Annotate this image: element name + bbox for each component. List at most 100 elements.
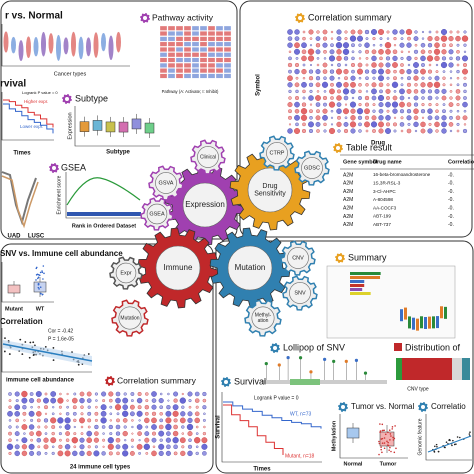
dot xyxy=(144,417,150,424)
heat-cell xyxy=(183,73,192,79)
dot xyxy=(371,115,377,121)
dot xyxy=(108,398,113,403)
axes xyxy=(1,262,54,303)
dot xyxy=(287,36,293,41)
dot xyxy=(58,405,62,409)
jitter xyxy=(386,440,388,443)
dot xyxy=(122,397,129,404)
dot xyxy=(428,49,432,54)
violin xyxy=(33,37,39,57)
jitter xyxy=(390,435,392,437)
dot xyxy=(420,82,426,88)
dot xyxy=(302,122,306,127)
dot xyxy=(194,391,200,397)
violin xyxy=(71,31,76,57)
scatter-point xyxy=(24,341,27,343)
heat-cell xyxy=(183,41,192,47)
dot xyxy=(358,43,362,47)
dot xyxy=(364,49,370,54)
dot xyxy=(159,405,164,410)
dot xyxy=(441,56,447,61)
dot xyxy=(365,76,369,81)
violin xyxy=(86,37,91,57)
dot xyxy=(294,36,300,41)
axes xyxy=(1,328,92,373)
dot xyxy=(151,391,157,397)
heat-cell xyxy=(175,41,184,47)
heat-cell xyxy=(223,25,232,31)
dot xyxy=(172,410,179,417)
dot xyxy=(344,103,348,106)
gear-label: GSVA xyxy=(159,180,174,186)
dot xyxy=(51,451,55,455)
gear-label: GSEA xyxy=(149,211,165,217)
dot xyxy=(386,96,390,100)
dot xyxy=(294,101,300,108)
dot xyxy=(413,75,419,81)
group-label: Normal xyxy=(344,461,363,467)
dot xyxy=(107,443,114,450)
scatter-point xyxy=(444,446,446,449)
dot xyxy=(413,108,419,114)
jitter xyxy=(383,442,386,444)
heat-cell xyxy=(159,47,168,52)
dot xyxy=(144,437,150,443)
dot xyxy=(79,397,85,404)
dot xyxy=(400,63,404,67)
dot xyxy=(137,405,142,410)
dot xyxy=(151,411,157,416)
icon-hole xyxy=(224,380,228,384)
dot xyxy=(379,43,383,47)
dot xyxy=(195,451,199,456)
axis-label: 24 immune cell types xyxy=(70,465,131,471)
summary-col xyxy=(408,316,411,329)
scatter-point xyxy=(433,450,436,453)
dot xyxy=(414,56,418,61)
dot xyxy=(434,121,440,128)
dot xyxy=(302,96,306,100)
dot xyxy=(364,108,370,115)
dot xyxy=(421,30,425,34)
dot xyxy=(309,116,313,120)
dot xyxy=(158,450,164,456)
dot xyxy=(287,102,293,108)
heat-cell xyxy=(199,57,208,63)
dot xyxy=(435,70,439,74)
dot xyxy=(328,55,336,62)
dot xyxy=(14,411,20,417)
dot xyxy=(316,109,320,114)
violin xyxy=(78,36,84,60)
dot xyxy=(300,114,308,121)
dot xyxy=(442,103,446,106)
dot xyxy=(336,81,342,88)
dot xyxy=(322,108,328,114)
dot xyxy=(51,431,55,436)
dot xyxy=(435,63,439,67)
dot xyxy=(302,36,306,41)
dot xyxy=(203,412,206,416)
dot xyxy=(407,122,411,126)
dot xyxy=(336,68,343,75)
dot xyxy=(372,103,376,107)
dot xyxy=(108,424,113,430)
axes xyxy=(74,106,160,147)
dot xyxy=(308,76,314,81)
km-curve xyxy=(3,103,54,134)
dot xyxy=(287,29,293,35)
dot xyxy=(420,68,426,75)
dot xyxy=(442,43,446,48)
dot xyxy=(344,76,348,81)
dot xyxy=(79,450,85,457)
heat-cell xyxy=(183,52,192,58)
dot xyxy=(414,129,418,133)
dot xyxy=(378,128,384,134)
heat-cell xyxy=(167,25,176,31)
dot xyxy=(342,48,350,55)
gear-label: Clinical xyxy=(200,154,216,160)
dot xyxy=(392,55,398,62)
summary-bar xyxy=(350,280,365,283)
heat-cell xyxy=(215,25,224,31)
dot xyxy=(379,56,383,61)
dot xyxy=(36,411,42,417)
dot xyxy=(440,28,448,36)
